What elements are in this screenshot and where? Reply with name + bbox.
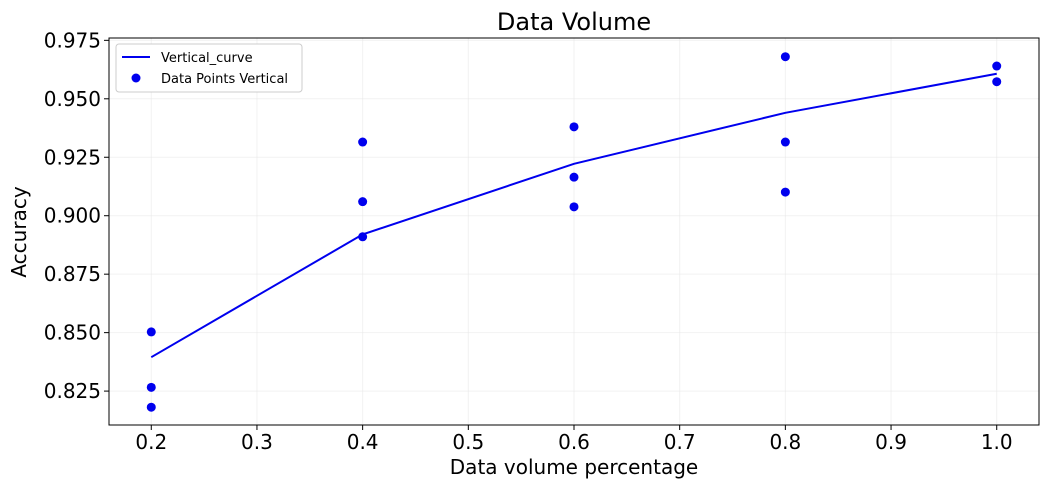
x-tick-label: 0.7	[664, 430, 696, 454]
legend: Vertical_curve Data Points Vertical	[115, 43, 303, 93]
data-point	[146, 402, 156, 412]
x-tick-label: 0.6	[558, 430, 590, 454]
data-point	[569, 202, 579, 212]
series-layer	[146, 52, 1002, 412]
x-tick-label: 0.8	[769, 430, 801, 454]
y-tick-label: 0.900	[44, 204, 101, 228]
x-tick-label: 0.5	[452, 430, 484, 454]
y-axis-label: Accuracy	[7, 186, 31, 277]
data-point	[569, 122, 579, 132]
legend-label-points: Data Points Vertical	[161, 72, 288, 87]
data-point	[146, 382, 156, 392]
tick-layer: 0.2 0.3 0.4 0.5 0.6 0.7 0.8 0.9 1.0 0.825 0.850 0.8…	[44, 28, 1013, 454]
legend-marker-swatch	[131, 73, 141, 83]
data-point	[992, 61, 1002, 71]
x-tick-label: 0.9	[875, 430, 907, 454]
data-point	[569, 172, 579, 182]
x-tick-label: 0.4	[347, 430, 379, 454]
data-point	[780, 52, 790, 62]
vertical-curve-line	[150, 72, 997, 359]
y-tick-label: 0.850	[44, 321, 101, 345]
grid	[109, 38, 1039, 425]
y-tick-label: 0.975	[44, 28, 101, 52]
data-point	[780, 137, 790, 147]
data-point	[358, 197, 368, 207]
data-point	[146, 327, 156, 337]
y-tick-label: 0.875	[44, 262, 101, 286]
data-point	[992, 77, 1002, 87]
x-axis-label: Data volume percentage	[450, 455, 698, 479]
x-tick-label: 0.2	[135, 430, 167, 454]
data-point	[358, 137, 368, 147]
y-tick-label: 0.825	[44, 379, 101, 403]
data-point	[358, 232, 368, 242]
x-tick-label: 0.3	[241, 430, 273, 454]
y-tick-label: 0.950	[44, 87, 101, 111]
legend-box	[115, 43, 303, 93]
x-tick-label: 1.0	[981, 430, 1013, 454]
data-point	[780, 187, 790, 197]
y-tick-label: 0.925	[44, 145, 101, 169]
legend-label-line: Vertical_curve	[161, 51, 253, 66]
chart-title: Data Volume	[497, 8, 651, 36]
